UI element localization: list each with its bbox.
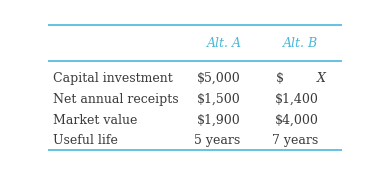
Text: Alt. A: Alt. A — [207, 37, 242, 50]
Text: $1,400: $1,400 — [275, 93, 318, 106]
Text: Market value: Market value — [53, 113, 138, 126]
Text: Net annual receipts: Net annual receipts — [53, 93, 179, 106]
Text: $1,500: $1,500 — [196, 93, 241, 106]
Text: $4,000: $4,000 — [275, 113, 318, 126]
Text: $5,000: $5,000 — [196, 72, 241, 85]
Text: Alt. B: Alt. B — [283, 37, 318, 50]
Text: 7 years: 7 years — [272, 134, 318, 147]
Text: $1,900: $1,900 — [196, 113, 241, 126]
Text: 5 years: 5 years — [194, 134, 241, 147]
Text: Capital investment: Capital investment — [53, 72, 173, 85]
Text: $: $ — [276, 72, 284, 85]
Text: Useful life: Useful life — [53, 134, 118, 147]
Text: X: X — [317, 72, 326, 85]
